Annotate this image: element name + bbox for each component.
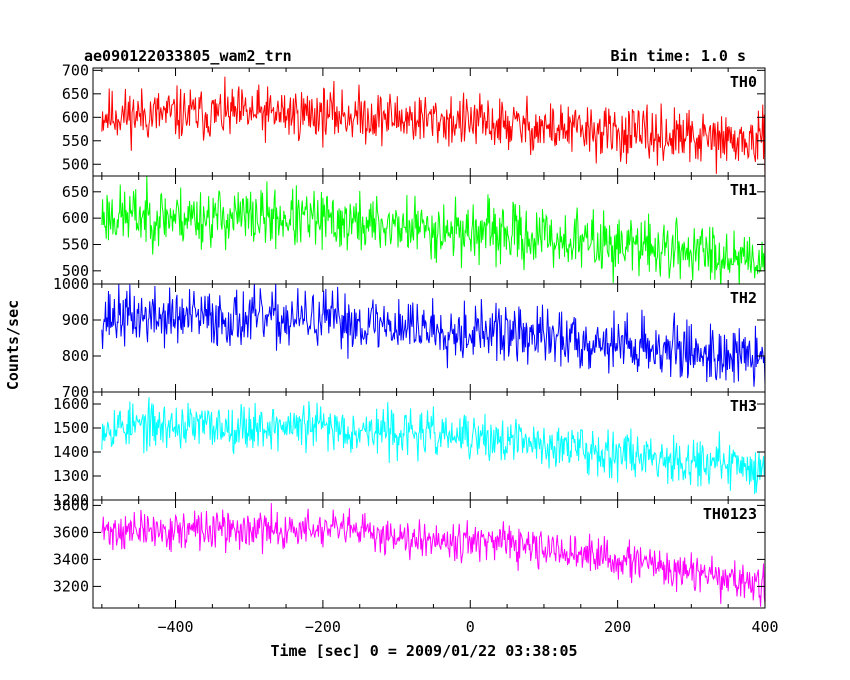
panels-group: 500 550 600 650 700 TH0 500 550 600 650 TH1 700 800 9… [53,61,779,636]
panel-label-th0123: TH0123 [703,505,757,523]
bin-time-label: Bin time: 1.0 s [611,47,746,65]
chart-title: ae090122033805_wam2_trn [84,47,292,65]
y-tick-label: 1600 [53,395,89,413]
y-tick-label: 700 [62,383,89,401]
y-tick-label: 1300 [53,467,89,485]
panel-th3: 1200 1300 1400 1500 1600 TH3 [53,391,766,509]
panel-label-th1: TH1 [730,181,757,199]
panel-frame [92,499,766,609]
y-tick-label: 3400 [53,550,89,568]
y-tick-label: 1400 [53,443,89,461]
y-tick-label: 550 [62,235,89,253]
panel-th2: 700 800 900 1000 TH2 [53,275,766,401]
panel-label-th0: TH0 [730,73,757,91]
y-tick-label: 3200 [53,577,89,595]
x-tick-label: 400 [751,618,778,636]
x-axis-label: Time [sec] 0 = 2009/01/22 03:38:05 [270,642,577,660]
panel-th1: 500 550 600 650 TH1 [62,175,766,285]
y-tick-label: 650 [62,183,89,201]
panel-label-th3: TH3 [730,397,757,415]
series-line-th1 [101,176,765,284]
series-line-th2 [101,284,765,387]
x-tick-label: 0 [466,618,475,636]
y-axis-label: Counts/sec [4,300,22,390]
panel-label-th2: TH2 [730,289,757,307]
y-tick-label: 600 [62,209,89,227]
series-line-th3 [101,397,765,495]
y-tick-label: 800 [62,347,89,365]
y-tick-label: 1500 [53,419,89,437]
y-tick-label: 550 [62,132,89,150]
y-tick-label: 650 [62,85,89,103]
x-tick-label: −400 [157,618,193,636]
y-tick-label: 500 [62,262,89,280]
panel-th0: 500 550 600 650 700 TH0 [62,61,766,177]
panel-frame [92,391,766,501]
y-tick-label: 3800 [53,496,89,514]
series-line-th0 [101,76,765,176]
y-tick-label: 1000 [53,275,89,293]
x-tick-label: −200 [305,618,341,636]
y-tick-label: 3600 [53,523,89,541]
y-tick-label: 1200 [53,491,89,509]
panel-frame [92,67,766,177]
y-tick-label: 700 [62,61,89,79]
panel-th0123: 3200 3400 3600 3800 TH0123 [53,496,766,609]
x-tick-label: 200 [604,618,631,636]
y-tick-label: 900 [62,311,89,329]
y-tick-label: 500 [62,155,89,173]
y-tick-label: 600 [62,108,89,126]
series-line-th0123 [101,503,765,607]
